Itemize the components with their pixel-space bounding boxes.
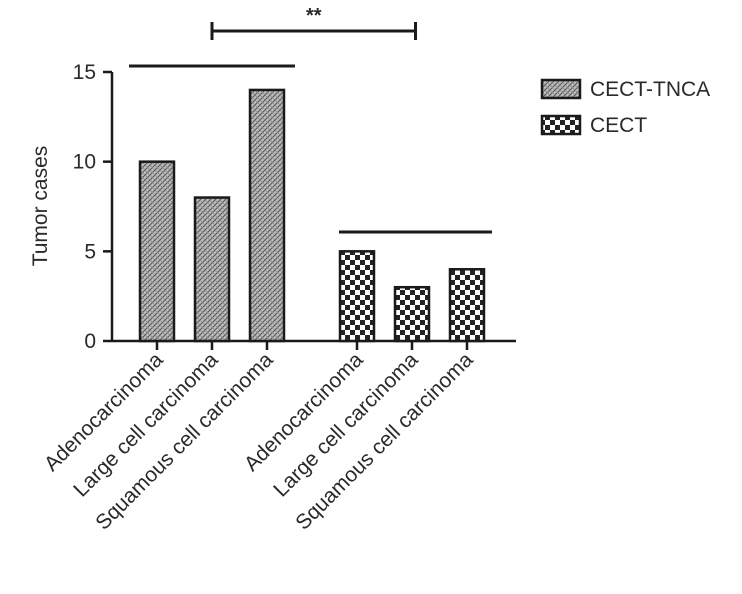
y-tick-label: 15 <box>73 61 96 84</box>
legend-swatch-cect <box>540 114 582 136</box>
bar-cect-1 <box>393 285 431 343</box>
legend: CECT-TNCA CECT <box>540 78 710 137</box>
legend-label: CECT-TNCA <box>590 78 710 101</box>
bar-cect-2 <box>448 268 486 343</box>
group-brackets: ** <box>129 5 492 234</box>
y-tick-label: 5 <box>84 240 96 263</box>
significance-bracket <box>210 22 417 40</box>
y-axis-label: Tumor cases <box>29 146 52 267</box>
bar-cect-tnca-0 <box>138 160 176 343</box>
legend-swatch-cect-tnca <box>540 78 582 100</box>
legend-label: CECT <box>590 114 647 137</box>
bar-cect-0 <box>338 250 376 343</box>
y-tick-label: 10 <box>73 151 96 174</box>
y-tick-label: 0 <box>84 330 96 353</box>
bars <box>138 88 486 343</box>
bar-cect-tnca-1 <box>193 196 231 343</box>
significance-label: ** <box>306 5 322 27</box>
bar-cect-tnca-2 <box>248 88 286 343</box>
y-ticks: 0 5 10 15 <box>73 61 112 353</box>
